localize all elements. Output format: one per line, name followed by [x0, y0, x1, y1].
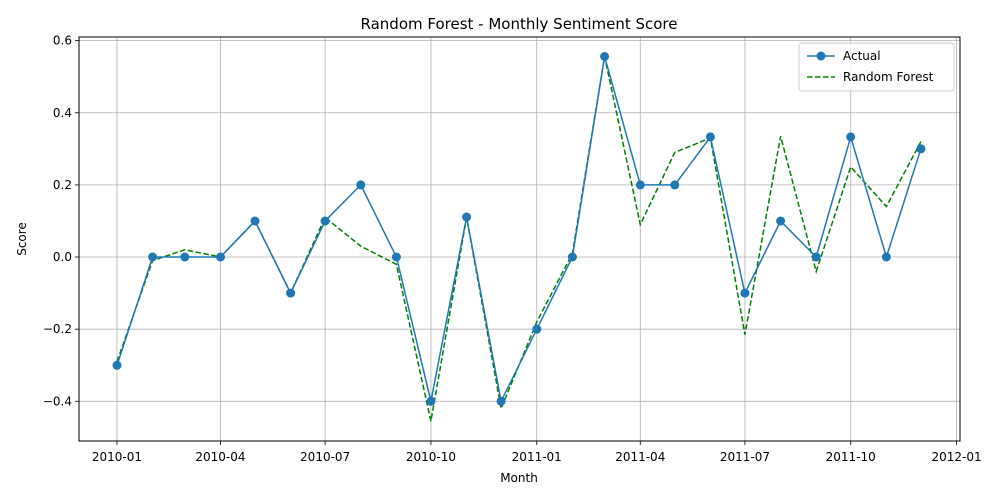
actual-data-point: [216, 252, 225, 262]
actual-data-point: [670, 180, 680, 190]
x-tick-label: 2010-04: [195, 450, 245, 464]
x-axis-label: Month: [500, 471, 538, 485]
actual-data-point: [916, 144, 926, 154]
actual-data-point: [391, 252, 401, 262]
x-tick-label: 2010-07: [300, 450, 350, 464]
actual-data-point: [286, 288, 296, 298]
legend-actual-marker: [816, 51, 826, 61]
actual-data-point: [740, 288, 750, 298]
x-tick-label: 2010-10: [406, 450, 456, 464]
actual-data-point: [532, 324, 542, 334]
y-tick-label: −0.2: [43, 322, 72, 336]
actual-data-point: [112, 360, 122, 370]
y-axis-ticks: −0.4 −0.2 0.0 0.2 0.4 0.6: [43, 34, 79, 408]
actual-data-point: [846, 132, 856, 142]
actual-data-point: [356, 180, 366, 190]
x-tick-label: 2011-04: [615, 450, 665, 464]
x-axis-ticks: 2010-01 2010-04 2010-07 2010-10 2011-01 2011-…: [92, 441, 982, 464]
actual-data-point: [426, 396, 436, 406]
actual-data-point: [250, 216, 260, 226]
y-axis-label: Score: [15, 222, 29, 256]
y-tick-label: 0.4: [53, 106, 72, 120]
legend-actual-label: Actual: [843, 49, 881, 63]
actual-data-point: [600, 52, 610, 61]
legend-rf-label: Random Forest: [843, 70, 934, 84]
actual-data-point: [567, 252, 577, 262]
actual-data-point: [320, 216, 330, 226]
actual-data-point: [148, 252, 158, 262]
legend-box: [798, 42, 955, 92]
y-tick-label: −0.4: [43, 394, 72, 408]
actual-data-point: [496, 396, 506, 406]
y-tick-label: 0.6: [53, 34, 72, 48]
x-tick-label: 2011-01: [512, 450, 562, 464]
x-tick-label: 2011-10: [826, 450, 876, 464]
actual-data-point: [180, 252, 190, 262]
grid-lines: [79, 37, 960, 441]
y-tick-label: 0.2: [53, 178, 72, 192]
actual-data-point: [462, 212, 472, 222]
y-tick-label: 0.0: [53, 250, 72, 264]
actual-data-point: [881, 252, 891, 262]
actual-data-point: [776, 216, 786, 226]
plot-area-frame: [78, 36, 961, 442]
chart-title: Random Forest - Monthly Sentiment Score: [361, 15, 678, 33]
actual-markers: [112, 52, 926, 406]
x-tick-label: 2011-07: [720, 450, 770, 464]
actual-data-point: [705, 132, 715, 142]
actual-data-point: [635, 180, 645, 190]
x-tick-label: 2012-01: [931, 450, 981, 464]
x-tick-label: 2010-01: [92, 450, 142, 464]
legend: Actual Random Forest: [798, 42, 955, 92]
series-lines: [116, 56, 922, 422]
actual-series-line: [116, 56, 922, 404]
actual-data-point: [811, 252, 821, 262]
